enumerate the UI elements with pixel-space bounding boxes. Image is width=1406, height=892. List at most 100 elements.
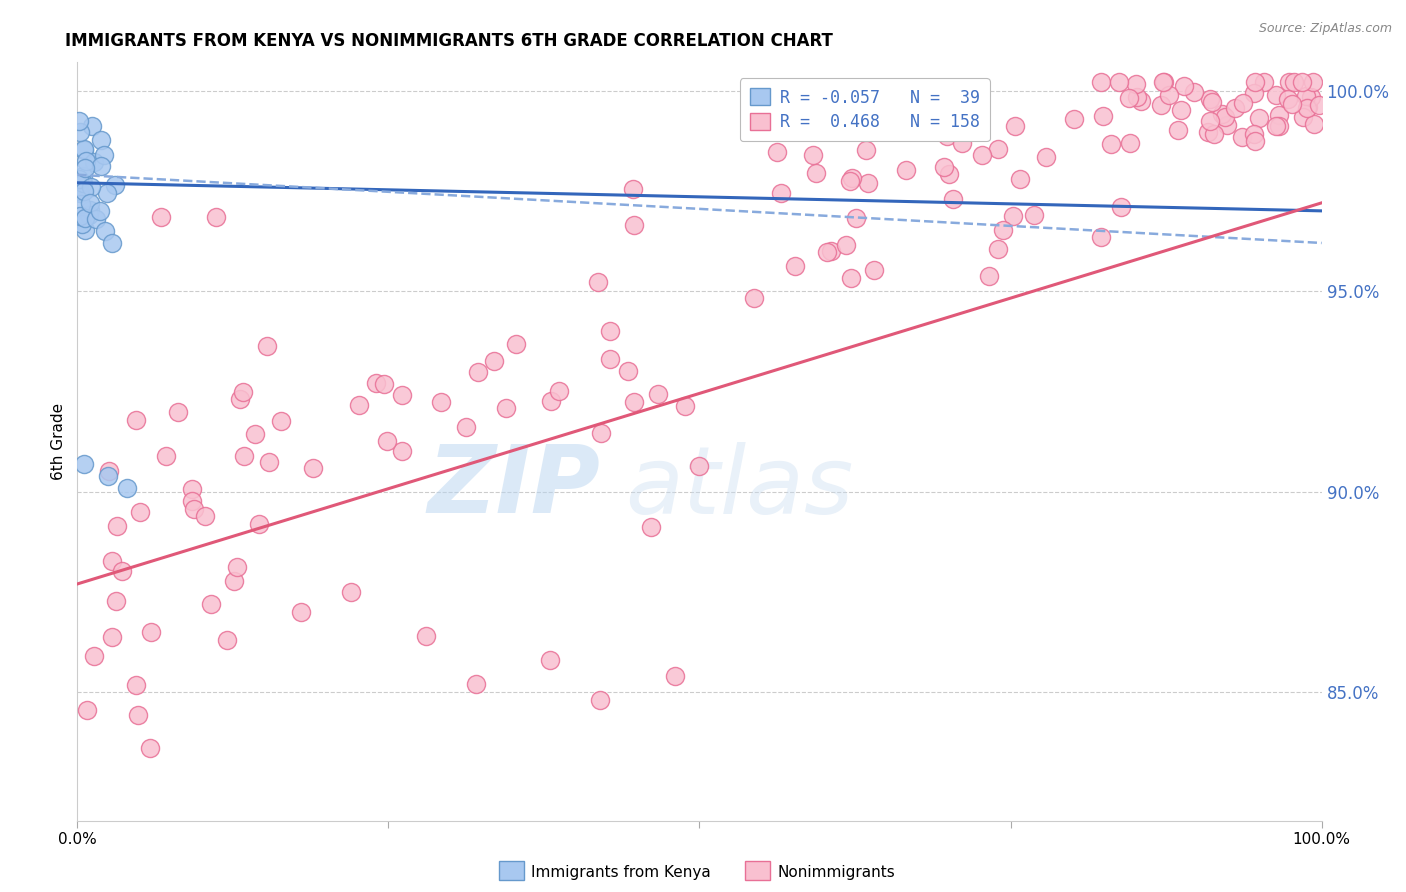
Point xyxy=(215,633,238,648)
Point xyxy=(640,520,662,534)
Point xyxy=(863,262,886,277)
Point xyxy=(127,707,149,722)
Point xyxy=(67,178,90,192)
Point xyxy=(104,178,127,192)
Text: atlas: atlas xyxy=(624,442,853,533)
Point xyxy=(987,242,1010,256)
Point xyxy=(785,259,807,273)
Point xyxy=(934,161,956,175)
Point xyxy=(125,413,148,427)
Point xyxy=(744,291,766,305)
Point xyxy=(1308,98,1330,112)
Point xyxy=(115,481,138,495)
Point xyxy=(340,585,363,599)
Point xyxy=(1152,75,1174,89)
Point xyxy=(128,505,150,519)
Point xyxy=(756,103,779,118)
Point xyxy=(1244,134,1267,148)
Point xyxy=(820,244,842,259)
Point xyxy=(456,420,478,434)
Point xyxy=(1035,150,1057,164)
Point xyxy=(290,605,312,619)
Point xyxy=(79,202,101,217)
Point xyxy=(415,629,437,643)
Point xyxy=(139,625,162,640)
Point xyxy=(69,186,91,200)
Point xyxy=(96,186,118,200)
Point xyxy=(69,196,91,211)
Point xyxy=(347,398,370,412)
Point xyxy=(229,392,252,407)
Point xyxy=(75,154,97,169)
Point xyxy=(226,560,249,574)
Point xyxy=(73,223,96,237)
Point xyxy=(155,449,177,463)
Point xyxy=(1278,75,1301,89)
Point xyxy=(200,597,222,611)
Point xyxy=(1282,75,1305,89)
Point xyxy=(375,434,398,449)
Point xyxy=(72,176,94,190)
Point xyxy=(855,143,877,157)
Point xyxy=(1277,92,1299,106)
Point xyxy=(194,509,217,524)
Point xyxy=(89,203,111,218)
Point xyxy=(1298,100,1320,114)
Point xyxy=(1149,97,1171,112)
Point xyxy=(839,271,862,285)
Point xyxy=(894,163,917,178)
Point xyxy=(538,653,561,667)
Point xyxy=(589,693,612,707)
Point xyxy=(73,161,96,176)
Point xyxy=(505,337,527,351)
Point xyxy=(845,211,868,225)
Point xyxy=(270,414,292,428)
Point xyxy=(67,172,90,186)
Point xyxy=(100,554,122,568)
Point xyxy=(1199,113,1222,128)
Point xyxy=(1202,128,1225,142)
Point xyxy=(801,147,824,161)
Point xyxy=(93,147,115,161)
Point xyxy=(93,224,115,238)
Point xyxy=(467,365,489,379)
Point xyxy=(75,211,97,226)
Point xyxy=(391,444,413,458)
Point xyxy=(673,399,696,413)
Point xyxy=(936,128,959,143)
Point xyxy=(623,181,645,195)
Point xyxy=(150,210,173,224)
Point xyxy=(181,494,204,508)
Point xyxy=(97,468,120,483)
Text: Immigrants from Kenya: Immigrants from Kenya xyxy=(531,865,711,880)
Point xyxy=(1118,91,1140,105)
Point xyxy=(1268,107,1291,121)
Point xyxy=(599,324,621,338)
Point xyxy=(987,142,1010,156)
Point xyxy=(1295,89,1317,103)
Point xyxy=(101,235,124,250)
Point xyxy=(430,395,453,409)
Point xyxy=(839,174,862,188)
Point xyxy=(1197,125,1219,139)
Point xyxy=(991,223,1014,237)
Point xyxy=(484,354,506,368)
Point xyxy=(972,148,994,162)
Point xyxy=(1157,87,1180,102)
Point xyxy=(83,649,105,664)
Point xyxy=(105,593,128,607)
Point xyxy=(1268,119,1291,133)
Point xyxy=(942,192,965,206)
Point xyxy=(1004,119,1026,133)
Point xyxy=(1022,209,1045,223)
Point xyxy=(1109,200,1132,214)
Point xyxy=(1092,109,1115,123)
Text: Source: ZipAtlas.com: Source: ZipAtlas.com xyxy=(1258,22,1392,36)
Point xyxy=(73,143,96,157)
Point xyxy=(1063,112,1085,127)
Point xyxy=(623,218,645,232)
Point xyxy=(547,384,569,399)
Point xyxy=(69,209,91,223)
Point xyxy=(1211,107,1233,121)
Point xyxy=(97,464,120,478)
